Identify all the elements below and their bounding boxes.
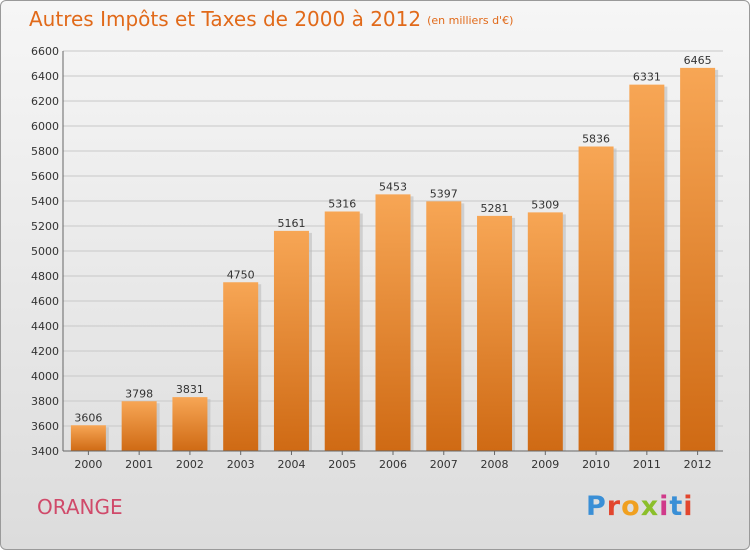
logo-letter: o	[621, 491, 641, 522]
y-tick-label: 6200	[31, 95, 59, 108]
x-tick-label: 2012	[684, 458, 712, 471]
y-tick-label: 3800	[31, 395, 59, 408]
x-tick-label: 2003	[227, 458, 255, 471]
bar	[121, 401, 157, 451]
y-tick-label: 6600	[31, 45, 59, 58]
bar-value-label: 3606	[74, 411, 102, 424]
proxiti-logo[interactable]: Proxiti	[586, 491, 694, 522]
bar	[273, 230, 309, 451]
bar-value-label: 3831	[176, 383, 204, 396]
bar	[223, 282, 259, 451]
y-tick-label: 6000	[31, 120, 59, 133]
bar-value-label: 5397	[430, 187, 458, 200]
y-tick-label: 4800	[31, 270, 59, 283]
bar	[375, 194, 411, 451]
x-tick-label: 2006	[379, 458, 407, 471]
city-name: ORANGE	[37, 495, 123, 519]
logo-letter: P	[586, 491, 607, 522]
bar-value-label: 5161	[277, 217, 305, 230]
y-tick-label: 5200	[31, 220, 59, 233]
logo-letter: t	[669, 491, 684, 522]
bar	[629, 84, 665, 451]
bar-value-label: 5836	[582, 133, 610, 146]
x-tick-label: 2011	[633, 458, 661, 471]
y-tick-label: 5600	[31, 170, 59, 183]
logo-letter: i	[659, 491, 670, 522]
bar-value-label: 5453	[379, 180, 407, 193]
bar-value-label: 5309	[531, 198, 559, 211]
x-tick-label: 2008	[481, 458, 509, 471]
bar-value-label: 3798	[125, 387, 153, 400]
y-tick-label: 6400	[31, 70, 59, 83]
x-tick-label: 2009	[531, 458, 559, 471]
x-tick-label: 2000	[74, 458, 102, 471]
bar	[70, 425, 106, 451]
y-tick-label: 5400	[31, 195, 59, 208]
y-tick-label: 4200	[31, 345, 59, 358]
bar-value-label: 5281	[481, 202, 509, 215]
bar-value-label: 6465	[684, 54, 712, 67]
bar	[680, 67, 716, 451]
x-tick-label: 2005	[328, 458, 356, 471]
y-tick-label: 4000	[31, 370, 59, 383]
bar-value-label: 6331	[633, 71, 661, 84]
chart-title: Autres Impôts et Taxes de 2000 à 2012 (en…	[29, 7, 513, 31]
chart-title-text: Autres Impôts et Taxes de 2000 à 2012	[29, 7, 422, 31]
bar-value-label: 4750	[227, 268, 255, 281]
x-tick-label: 2001	[125, 458, 153, 471]
chart-unit: (en milliers d'€)	[427, 14, 514, 27]
y-tick-label: 4600	[31, 295, 59, 308]
bar	[578, 146, 614, 451]
bar	[527, 212, 563, 451]
y-tick-label: 5800	[31, 145, 59, 158]
logo-letter: x	[640, 491, 660, 522]
y-tick-label: 4400	[31, 320, 59, 333]
y-tick-label: 3400	[31, 445, 59, 458]
bar-value-label: 5316	[328, 198, 356, 211]
x-tick-label: 2004	[277, 458, 305, 471]
bar	[426, 201, 462, 451]
bar	[172, 397, 208, 451]
x-tick-label: 2002	[176, 458, 204, 471]
y-tick-label: 3600	[31, 420, 59, 433]
y-tick-label: 5000	[31, 245, 59, 258]
logo-letter: i	[683, 491, 694, 522]
x-tick-label: 2010	[582, 458, 610, 471]
bar	[477, 215, 513, 451]
x-tick-label: 2007	[430, 458, 458, 471]
bar	[324, 211, 360, 451]
logo-letter: r	[606, 491, 622, 522]
